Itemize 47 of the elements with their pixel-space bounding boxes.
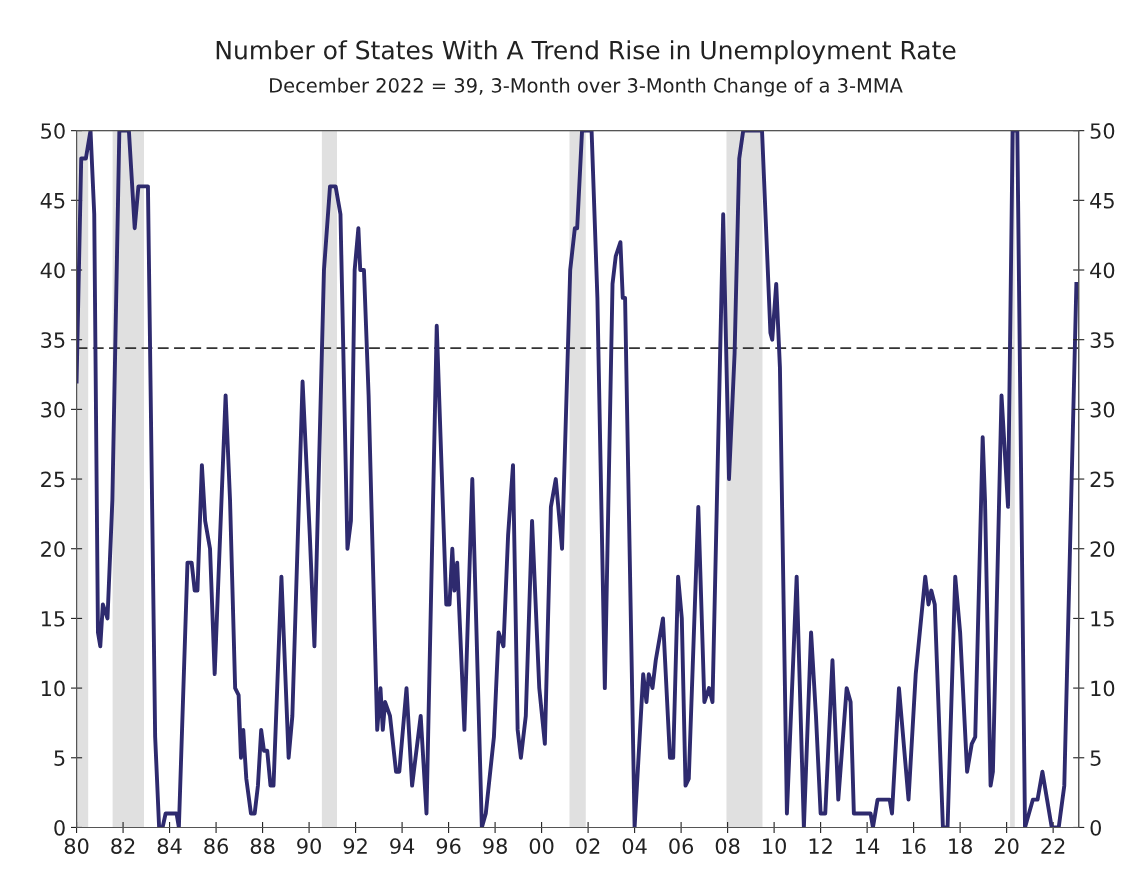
x-tick-label: 18 — [949, 838, 972, 854]
x-tick-label: 08 — [715, 838, 740, 854]
x-tick-label: 20 — [994, 838, 1019, 854]
y-tick-label: 10 — [41, 680, 65, 697]
y-tick-label: 20 — [41, 541, 65, 557]
y-tick-label: 30 — [41, 401, 65, 418]
x-tick-label: 16 — [902, 838, 926, 854]
chart-subtitle: December 2022 = 39, 3-Month over 3-Month Change of a 3-MMA — [270, 77, 903, 97]
x-tick-label: 86 — [204, 838, 229, 854]
y2-tick-label: 10 — [1091, 680, 1115, 697]
x-tick-label: 88 — [250, 838, 275, 854]
x-tick-label: 10 — [763, 838, 786, 854]
x-tick-label: 84 — [157, 838, 182, 854]
x-tick-label: 92 — [343, 838, 367, 854]
y2-tick-label: 40 — [1090, 262, 1115, 279]
x-tick-label: 80 — [64, 838, 89, 854]
x-tick-label: 82 — [111, 838, 135, 854]
y2-tick-label: 45 — [1090, 193, 1114, 209]
x-tick-label: 94 — [390, 838, 415, 854]
y-tick-label: 5 — [54, 750, 65, 766]
x-tick-label: 06 — [669, 838, 694, 854]
y2-tick-label: 35 — [1090, 332, 1114, 348]
y2-tick-label: 0 — [1090, 819, 1101, 836]
y2-tick-label: 20 — [1090, 541, 1115, 557]
x-tick-label: 04 — [622, 838, 647, 854]
y-tick-label: 15 — [41, 611, 65, 627]
x-tick-label: 90 — [297, 838, 321, 854]
line-series — [76, 130, 1079, 828]
y2-tick-label: 5 — [1090, 750, 1101, 766]
y2-tick-label: 15 — [1091, 611, 1114, 627]
y-tick-label: 25 — [41, 471, 65, 488]
chart-title: Number of States With A Trend Rise in Unemployment Rate — [216, 40, 956, 65]
x-tick-label: 96 — [436, 838, 461, 854]
y-tick-label: 40 — [40, 262, 65, 279]
y2-tick-label: 50 — [1090, 123, 1115, 139]
y2-tick-label: 25 — [1090, 471, 1114, 488]
y2-tick-label: 30 — [1090, 401, 1115, 418]
y-tick-label: 50 — [41, 123, 65, 139]
x-tick-label: 12 — [809, 838, 832, 854]
y-tick-label: 0 — [54, 819, 65, 836]
x-tick-label: 22 — [1041, 838, 1065, 854]
x-tick-label: 98 — [483, 838, 507, 854]
x-tick-label: 14 — [856, 838, 880, 854]
y-tick-label: 45 — [40, 193, 65, 209]
y-tick-label: 35 — [41, 332, 65, 348]
x-tick-label: 02 — [576, 838, 600, 854]
x-tick-label: 00 — [529, 838, 554, 854]
